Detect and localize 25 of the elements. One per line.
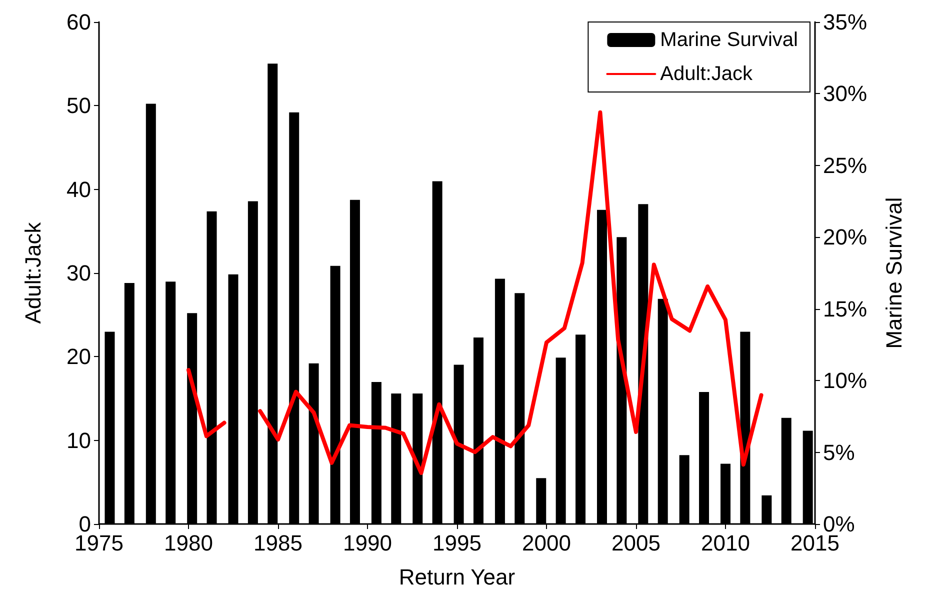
x-tick-label: 1995 bbox=[432, 530, 482, 556]
x-tick-label: 1980 bbox=[164, 530, 213, 556]
x-tick-label: 2005 bbox=[612, 530, 660, 556]
x-tick-label: 2000 bbox=[522, 530, 571, 556]
y2-tick-label: 20% bbox=[823, 224, 868, 250]
x-tick-label: 1990 bbox=[343, 530, 392, 556]
y-tick-label: 50 bbox=[66, 93, 91, 118]
y2-axis-title: Marine Survival bbox=[882, 197, 906, 349]
legend-label: Adult:Jack bbox=[660, 63, 754, 85]
y2-tick-label: 10% bbox=[823, 368, 868, 394]
y2-tick-label: 35% bbox=[823, 10, 868, 34]
y-tick-label: 20 bbox=[66, 344, 91, 370]
y-tick-label: 30 bbox=[66, 260, 91, 286]
y-tick-label: 40 bbox=[66, 176, 91, 202]
x-tick-label: 2010 bbox=[701, 530, 750, 556]
y-axis-title: Adult:Jack bbox=[20, 221, 46, 324]
y2-tick-label: 5% bbox=[823, 440, 855, 465]
y2-tick-label: 25% bbox=[823, 152, 868, 178]
legend-label: Marine Survival bbox=[660, 29, 798, 51]
x-axis-title: Return Year bbox=[398, 564, 516, 590]
y2-tick-label: 30% bbox=[823, 81, 868, 106]
x-tick-label: 1985 bbox=[254, 530, 302, 556]
y-tick-label: 10 bbox=[66, 428, 91, 453]
y2-tick-label: 15% bbox=[823, 296, 868, 322]
y-tick-label: 60 bbox=[66, 10, 91, 34]
